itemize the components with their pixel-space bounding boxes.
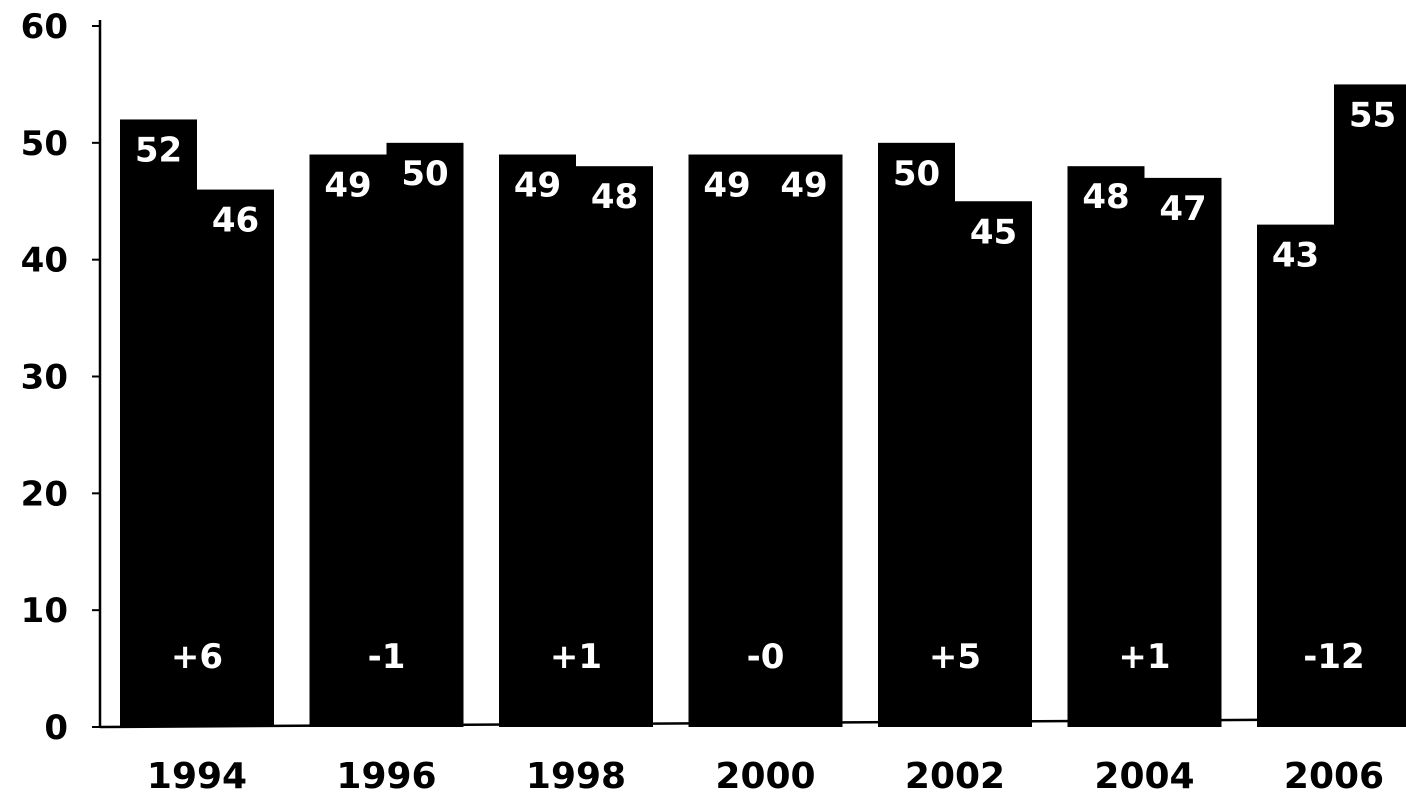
difference-label: +5 [929,637,981,677]
bar-group: 52 46 +6 49 50 -1 49 48 +1 49 49 -0 50 45 +5 48 47 +1 43 55… [120,84,1406,728]
bar-1994-2 [197,189,274,728]
difference-label: +1 [1118,637,1170,677]
bar-value-label: 46 [212,201,259,241]
bar-value-label: 52 [135,130,182,170]
bar-2004-2 [1144,177,1222,728]
bar-value-label: 48 [1082,177,1129,217]
x-tick-label: 1996 [336,756,436,797]
difference-label: +1 [550,637,602,677]
x-axis: 1994 1996 1998 2000 2002 2004 2006 [99,717,1401,797]
bar-2006-1 [1257,224,1334,727]
y-tick-label: 50 [21,124,68,164]
bar-value-label: 48 [591,177,638,217]
bar-1998-2 [576,166,653,727]
x-tick-label: 2000 [715,756,815,797]
bar-1996-2 [386,142,464,728]
difference-label: -12 [1303,637,1364,677]
bar-value-label: 43 [1272,236,1319,276]
bar-value-label: 55 [1349,95,1396,135]
x-tick-label: 2006 [1284,756,1384,797]
bar-value-label: 47 [1159,189,1206,229]
bar-value-label: 49 [514,166,561,206]
bar-1996-1 [309,154,387,727]
difference-label: -0 [747,637,785,677]
x-axis-line [99,717,1401,729]
bar-2000-2 [765,154,843,727]
bar-2002-2 [955,201,1032,727]
y-tick-label: 10 [21,591,68,631]
bar-value-label: 50 [401,154,448,194]
bar-2000-1 [688,154,766,727]
x-tick-label: 1994 [147,756,247,797]
bar-2004-1 [1067,166,1145,727]
y-tick-label: 0 [44,708,68,748]
y-tick-label: 60 [21,7,68,47]
y-axis: 0 10 20 30 40 50 60 [21,7,102,748]
bar-value-label: 50 [893,154,940,194]
difference-label: -1 [368,637,406,677]
x-tick-label: 2002 [905,756,1005,797]
bar-2002-1 [878,142,955,728]
y-tick-label: 20 [21,474,68,514]
y-tick-label: 40 [21,241,68,281]
y-tick-label: 30 [21,358,68,398]
bar-value-label: 45 [970,212,1017,252]
bar-1994-1 [120,119,197,727]
bar-value-label: 49 [324,166,371,206]
difference-label: +6 [171,637,223,677]
bar-2006-2 [1334,84,1406,727]
bar-1998-1 [499,154,576,727]
bar-value-label: 49 [780,166,827,206]
x-tick-label: 2004 [1094,756,1194,797]
bar-value-label: 49 [703,166,750,206]
x-tick-label: 1998 [526,756,626,797]
